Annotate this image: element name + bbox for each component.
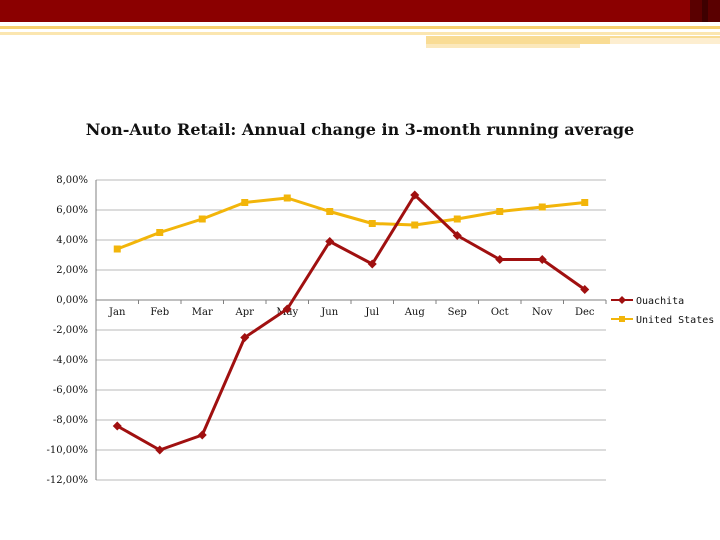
data-point: [410, 190, 420, 200]
data-point: [113, 245, 121, 253]
decorative-stripe: [0, 32, 720, 35]
data-point: [197, 430, 207, 440]
series-line-united-states: [116, 196, 585, 251]
x-tick-label: Jun: [320, 307, 338, 318]
grid-lines: [96, 179, 606, 481]
x-tick-label: Aug: [404, 307, 426, 318]
data-point: [495, 255, 505, 264]
decorative-stripe: [426, 36, 720, 44]
series-lines: [112, 190, 590, 455]
x-axis-labels: JanFebMarAprMayJunJulAugSepOctNovDec: [108, 307, 595, 318]
chart-title: Non-Auto Retail: Annual change in 3-mont…: [85, 120, 635, 139]
y-tick-label: -8,00%: [53, 415, 88, 426]
y-tick-label: 0,00%: [56, 295, 88, 306]
x-tick-label: Dec: [575, 307, 595, 318]
data-point: [453, 215, 461, 223]
decorative-stripe: [610, 38, 720, 44]
x-tick-label: Oct: [491, 307, 509, 318]
y-tick-label: -4,00%: [53, 355, 88, 366]
data-point: [581, 199, 589, 206]
decorative-stripe: [426, 44, 580, 48]
data-point: [282, 304, 292, 314]
chart-legend: Ouachita United States: [611, 296, 714, 326]
legend-label: United States: [636, 315, 714, 326]
y-tick-label: -10,00%: [46, 445, 88, 456]
data-point: [240, 333, 250, 342]
data-point: [326, 208, 334, 215]
x-tick-label: Apr: [235, 307, 255, 318]
x-tick-label: Nov: [532, 307, 553, 318]
x-tick-label: Sep: [448, 307, 467, 318]
x-tick-label: Feb: [150, 307, 169, 318]
y-axis-labels: 8,00% 6,00% 4,00% 2,00% 0,00% -2,00% -4,00% -6,…: [46, 175, 88, 486]
legend-marker: [618, 296, 626, 304]
top-banner: [0, 0, 720, 22]
y-tick-label: -6,00%: [53, 385, 88, 396]
chart-axes: [95, 180, 607, 480]
series-line-ouachita: [116, 193, 586, 452]
legend-label: Ouachita: [636, 296, 684, 307]
y-tick-label: 4,00%: [56, 235, 88, 246]
data-point: [156, 229, 164, 236]
x-tick-label: Mar: [192, 307, 213, 318]
data-point: [283, 194, 291, 202]
y-tick-label: -12,00%: [46, 475, 88, 486]
data-point: [367, 259, 377, 269]
data-point: [452, 231, 462, 240]
data-point: [538, 203, 546, 211]
data-point: [241, 199, 249, 206]
data-point: [155, 445, 165, 455]
y-tick-label: -2,00%: [53, 325, 88, 336]
data-point: [112, 421, 122, 431]
data-point: [198, 215, 206, 223]
y-tick-label: 8,00%: [56, 175, 88, 186]
data-point: [325, 237, 335, 246]
y-tick-label: 2,00%: [56, 265, 88, 276]
data-point: [496, 208, 504, 215]
x-tick-label: Jan: [108, 307, 126, 318]
decorative-stripe: [0, 26, 720, 29]
data-point: [368, 220, 376, 227]
y-tick-label: 6,00%: [56, 205, 88, 216]
data-point: [411, 221, 419, 229]
legend-marker: [619, 316, 625, 322]
data-point: [537, 255, 547, 264]
banner-accent-line: [702, 0, 708, 22]
data-point: [580, 285, 590, 294]
x-tick-label: Jul: [364, 307, 379, 318]
